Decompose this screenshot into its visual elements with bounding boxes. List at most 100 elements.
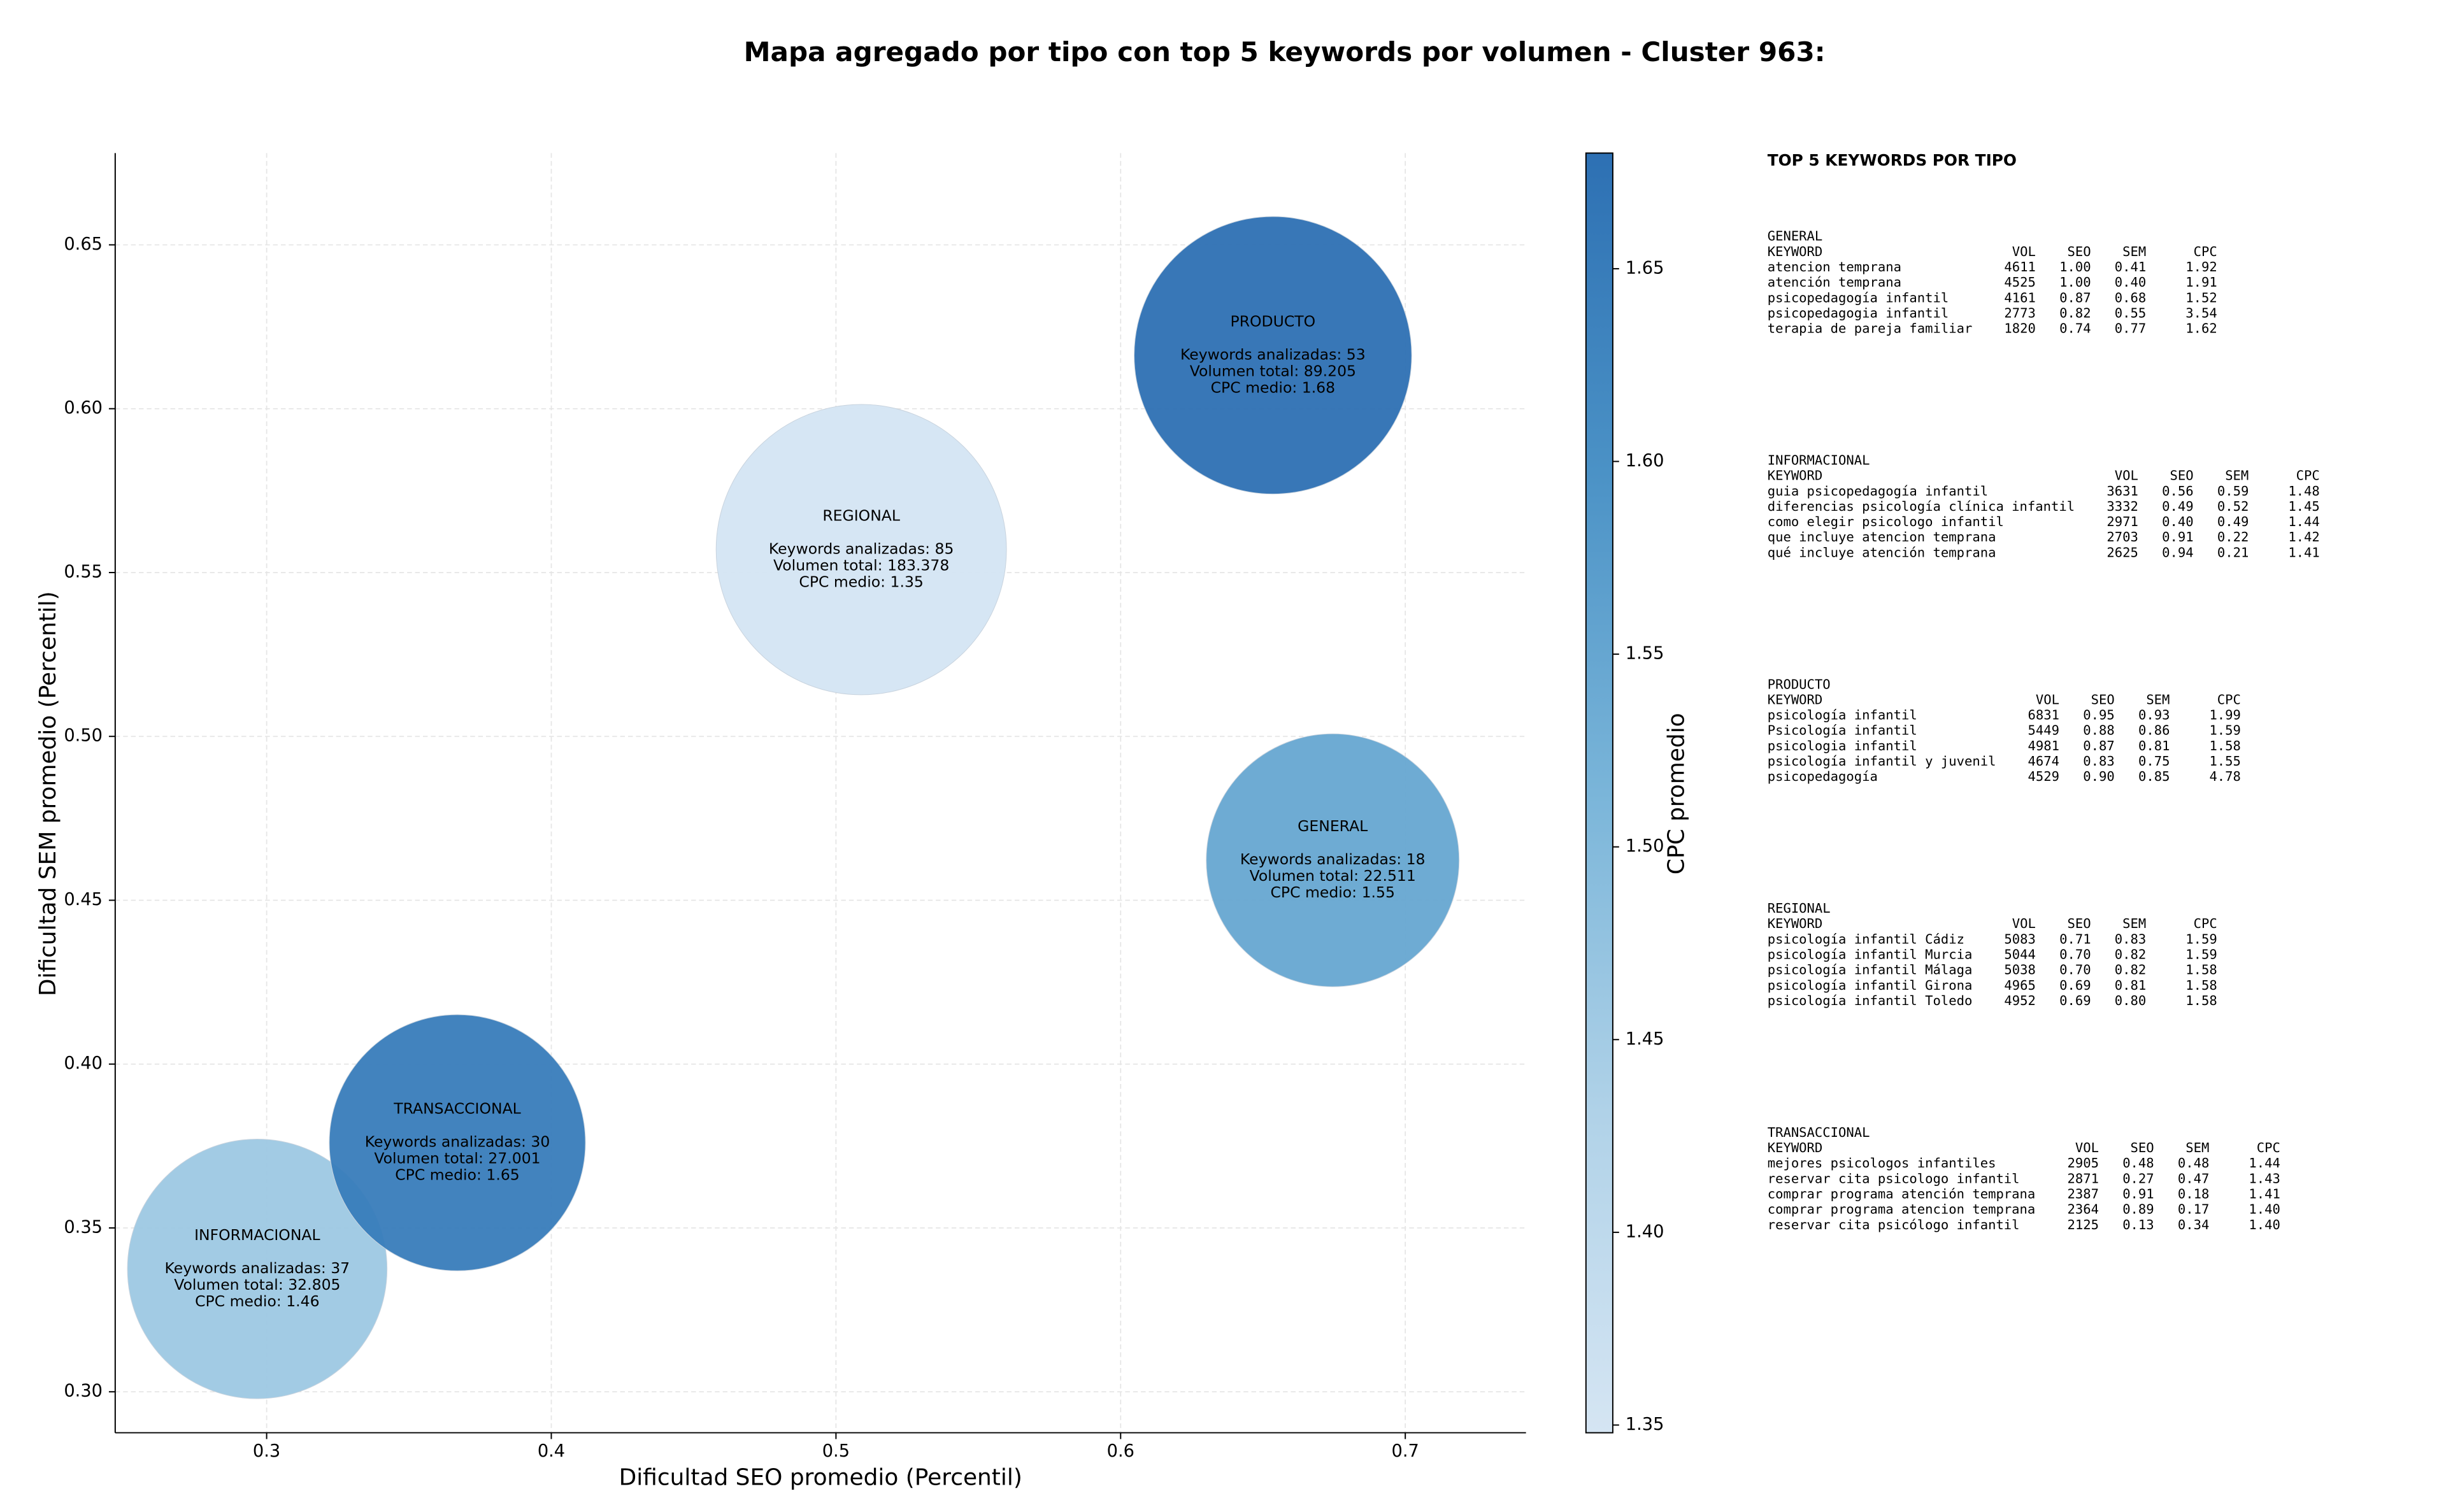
table-cell: psicopedagogía: [1768, 769, 1878, 784]
y-tick-label: 0.40: [64, 1053, 103, 1073]
table-cell: 0.17: [2178, 1202, 2209, 1217]
colorbar-tick-label: 1.65: [1626, 258, 1664, 278]
table-cell: 1.59: [2185, 931, 2217, 946]
table-cell: 0.48: [2122, 1155, 2154, 1171]
table-cell: 1.59: [2209, 723, 2240, 738]
column-header: KEYWORD: [1768, 244, 1823, 259]
table-cell: 0.94: [2162, 545, 2193, 560]
section-title: GENERAL: [1768, 229, 1823, 244]
table-cell: 0.52: [2217, 499, 2249, 514]
column-header: SEM: [2122, 916, 2146, 931]
colorbar-tick-label: 1.60: [1626, 451, 1664, 471]
y-tick-label: 0.60: [64, 398, 103, 418]
table-cell: 5083: [2004, 931, 2035, 946]
table-cell: 0.49: [2217, 514, 2249, 529]
table-cell: 1.58: [2209, 738, 2240, 753]
table-cell: 1.91: [2185, 275, 2217, 290]
table-cell: 0.90: [2083, 769, 2114, 784]
x-tick-label: 0.4: [538, 1441, 565, 1461]
table-cell: 0.88: [2083, 723, 2114, 738]
table-cell: 5449: [2028, 723, 2059, 738]
table-cell: 0.86: [2138, 723, 2170, 738]
colorbar-tick-label: 1.35: [1626, 1415, 1664, 1434]
table-cell: 0.77: [2115, 321, 2146, 336]
table-cell: 0.85: [2138, 769, 2170, 784]
table-cell: 0.95: [2083, 708, 2114, 723]
table-cell: 1.40: [2249, 1217, 2280, 1232]
table-cell: terapia de pareja familiar: [1768, 321, 1973, 336]
y-tick-label: 0.55: [64, 562, 103, 581]
column-header: CPC: [2194, 244, 2217, 259]
column-header: SEO: [2091, 692, 2115, 707]
table-cell: 0.75: [2138, 753, 2170, 769]
column-header: VOL: [2036, 692, 2059, 707]
bubble-label: REGIONAL: [822, 506, 900, 524]
table-cell: 0.21: [2217, 545, 2249, 560]
bubble-label: INFORMACIONAL: [194, 1226, 320, 1244]
bubble-annotation: Volumen total: 183.378: [773, 556, 949, 574]
column-header: CPC: [2194, 916, 2217, 931]
table-cell: 2773: [2004, 305, 2035, 320]
table-cell: 0.47: [2178, 1171, 2209, 1186]
x-axis-label: Dificultad SEO promedio (Percentil): [619, 1464, 1022, 1490]
bubble-annotation: CPC medio: 1.55: [1270, 883, 1394, 901]
table-cell: psicología infantil Cádiz: [1768, 931, 1964, 946]
bubble-label: GENERAL: [1298, 817, 1368, 835]
table-cell: 1.58: [2185, 962, 2217, 978]
chart-title: Mapa agregado por tipo con top 5 keyword…: [744, 36, 1826, 68]
column-header: VOL: [2012, 916, 2036, 931]
table-cell: 1.44: [2249, 1155, 2280, 1171]
table-cell: comprar programa atención temprana: [1768, 1186, 2036, 1201]
bubble-annotation: CPC medio: 1.65: [395, 1166, 519, 1184]
table-cell: 6831: [2028, 708, 2059, 723]
table-cell: 1.58: [2185, 993, 2217, 1008]
column-header: KEYWORD: [1768, 692, 1823, 707]
table-cell: 5038: [2004, 962, 2035, 978]
column-header: SEM: [2146, 692, 2170, 707]
table-cell: 1.52: [2185, 290, 2217, 305]
table-cell: 0.93: [2138, 708, 2170, 723]
table-cell: 4.78: [2209, 769, 2240, 784]
column-header: SEO: [2170, 468, 2193, 483]
bubble-annotation: CPC medio: 1.68: [1211, 378, 1335, 396]
colorbar-tick-label: 1.50: [1626, 836, 1664, 856]
colorbar-label: CPC promedio: [1663, 713, 1689, 874]
bubble-annotation: CPC medio: 1.46: [195, 1292, 319, 1310]
table-cell: 0.69: [2059, 978, 2091, 993]
table-cell: 2905: [2067, 1155, 2098, 1171]
table-cell: 0.71: [2059, 931, 2091, 946]
table-cell: 1.58: [2185, 978, 2217, 993]
table-cell: guia psicopedagogía infantil: [1768, 483, 1988, 499]
table-cell: 0.89: [2122, 1202, 2154, 1217]
table-cell: 0.70: [2059, 947, 2091, 962]
table-cell: 1.62: [2185, 321, 2217, 336]
table-cell: 0.83: [2083, 753, 2114, 769]
table-cell: 4161: [2004, 290, 2035, 305]
column-header: VOL: [2075, 1140, 2099, 1155]
table-cell: 2125: [2067, 1217, 2098, 1232]
table-cell: 2703: [2106, 529, 2138, 545]
table-cell: Psicología infantil: [1768, 723, 1917, 738]
column-header: KEYWORD: [1768, 916, 1823, 931]
table-cell: 1.00: [2059, 259, 2091, 275]
table-cell: 0.22: [2217, 529, 2249, 545]
table-cell: 1.42: [2288, 529, 2319, 545]
table-cell: 4952: [2004, 993, 2035, 1008]
section-title: REGIONAL: [1768, 901, 1831, 916]
table-cell: 1.41: [2249, 1186, 2280, 1201]
table-cell: 0.27: [2122, 1171, 2154, 1186]
table-cell: 0.82: [2059, 305, 2091, 320]
y-tick-label: 0.35: [64, 1217, 103, 1237]
table-cell: atención temprana: [1768, 275, 1901, 290]
y-tick-label: 0.45: [64, 890, 103, 909]
table-cell: 0.56: [2162, 483, 2193, 499]
table-cell: psicología infantil: [1768, 708, 1917, 723]
table-cell: 3332: [2106, 499, 2138, 514]
table-cell: 0.18: [2178, 1186, 2209, 1201]
table-cell: psicopedagogía infantil: [1768, 290, 1949, 305]
column-header: SEM: [2122, 244, 2146, 259]
table-cell: 0.87: [2083, 738, 2114, 753]
table-cell: como elegir psicologo infantil: [1768, 514, 2004, 529]
table-cell: 1.48: [2288, 483, 2319, 499]
colorbar-tick-label: 1.45: [1626, 1029, 1664, 1049]
